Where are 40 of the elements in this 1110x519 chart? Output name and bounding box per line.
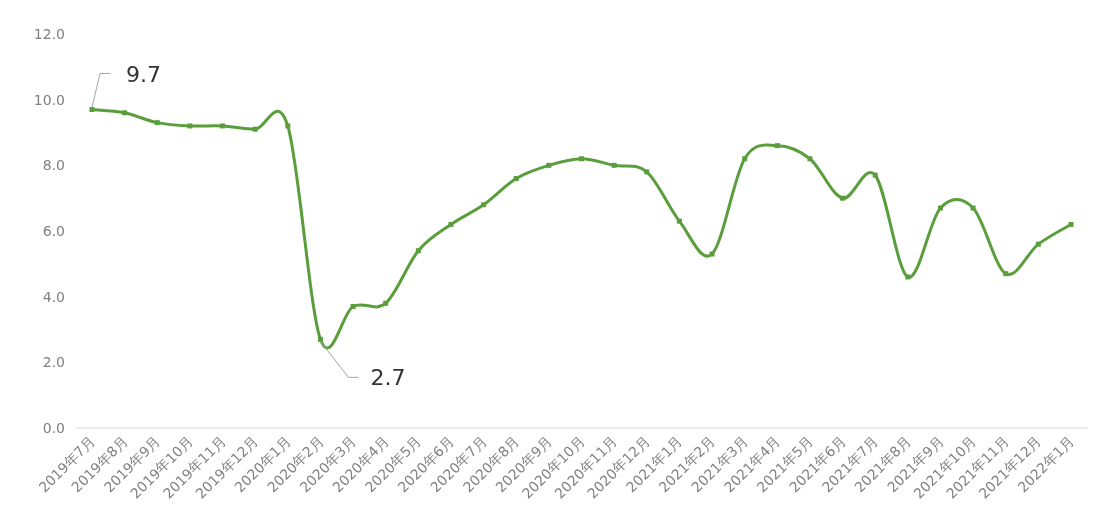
- point: [415, 248, 421, 254]
- point: [513, 175, 519, 181]
- point: [546, 162, 552, 168]
- point: [970, 205, 976, 211]
- y-tick-label: 8.0: [42, 157, 65, 174]
- point: [187, 123, 193, 129]
- point: [579, 156, 584, 162]
- point: [611, 162, 617, 168]
- point: [872, 172, 878, 178]
- point: [807, 156, 813, 162]
- point: [774, 143, 780, 149]
- y-tick-label: 10.0: [33, 91, 65, 108]
- point: [937, 205, 943, 211]
- point: [350, 304, 356, 310]
- data-label: 9.7: [126, 61, 161, 87]
- point: [905, 274, 911, 280]
- point: [840, 195, 846, 201]
- point: [317, 336, 323, 342]
- point: [154, 120, 160, 126]
- point: [709, 251, 715, 257]
- point: [644, 169, 650, 175]
- point: [1035, 241, 1041, 247]
- y-tick-label: 4.0: [42, 288, 65, 305]
- point: [220, 123, 226, 129]
- point: [1068, 221, 1074, 227]
- y-tick-label: 2.0: [42, 354, 65, 371]
- point: [742, 156, 748, 162]
- point: [448, 221, 454, 227]
- point: [122, 110, 128, 116]
- point: [285, 123, 291, 129]
- point: [89, 107, 95, 113]
- point: [1003, 271, 1009, 277]
- y-tick-label: 12.0: [33, 26, 65, 42]
- point: [481, 202, 487, 208]
- point: [676, 218, 682, 224]
- data-label: 2.7: [370, 365, 406, 391]
- y-tick-label: 6.0: [42, 223, 65, 239]
- y-tick-label: 0.0: [42, 420, 65, 436]
- point: [252, 126, 258, 132]
- point: [383, 300, 389, 306]
